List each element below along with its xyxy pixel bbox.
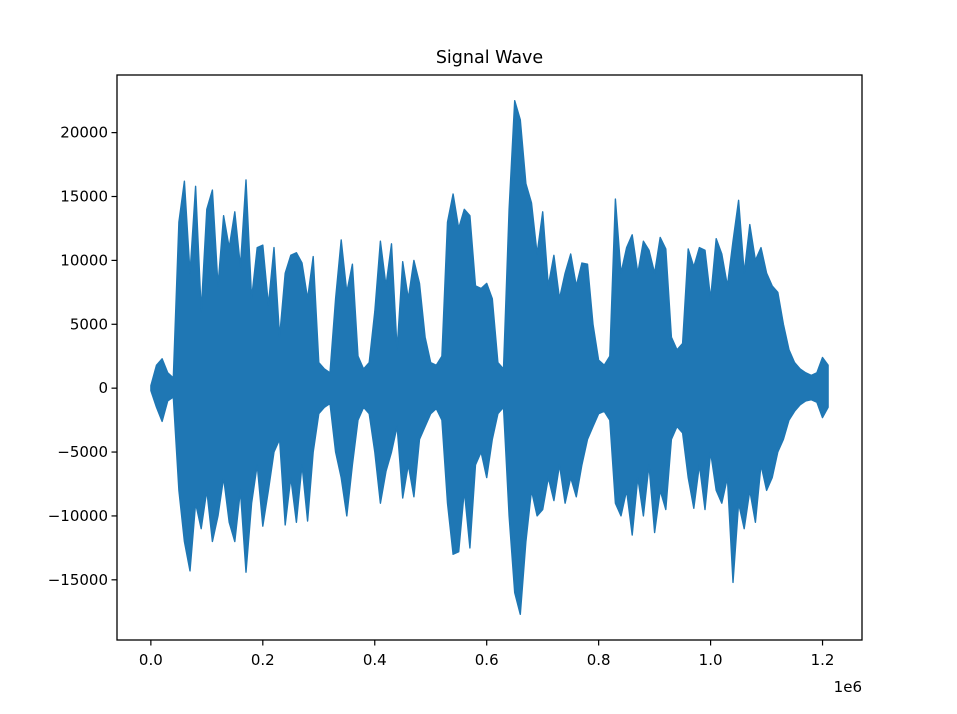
chart-title: Signal Wave xyxy=(436,48,543,68)
x-tick-label: 0.6 xyxy=(475,651,499,669)
y-tick-label: −10000 xyxy=(48,507,108,525)
y-tick-label: 20000 xyxy=(60,124,108,142)
y-tick-label: 0 xyxy=(98,379,108,397)
y-tick-label: −5000 xyxy=(57,443,108,461)
y-tick-label: 15000 xyxy=(60,188,108,206)
x-tick-label: 0.8 xyxy=(587,651,611,669)
x-tick-label: 0.4 xyxy=(363,651,387,669)
x-axis-offset-label: 1e6 xyxy=(834,678,862,696)
y-tick-label: −15000 xyxy=(48,571,108,589)
x-tick-label: 1.0 xyxy=(699,651,723,669)
x-tick-label: 0.0 xyxy=(139,651,163,669)
x-tick-label: 1.2 xyxy=(811,651,835,669)
y-tick-label: 5000 xyxy=(70,315,108,333)
axes-spines xyxy=(116,74,863,641)
plot-area: 0.0 0.2 0.4 0.6 0.8 1.0 1.2 −15000 −10000 −5000 0 5… xyxy=(48,74,863,669)
waveform-path xyxy=(150,100,829,615)
y-tick-label: 10000 xyxy=(60,251,108,269)
x-tick-label: 0.2 xyxy=(251,651,275,669)
